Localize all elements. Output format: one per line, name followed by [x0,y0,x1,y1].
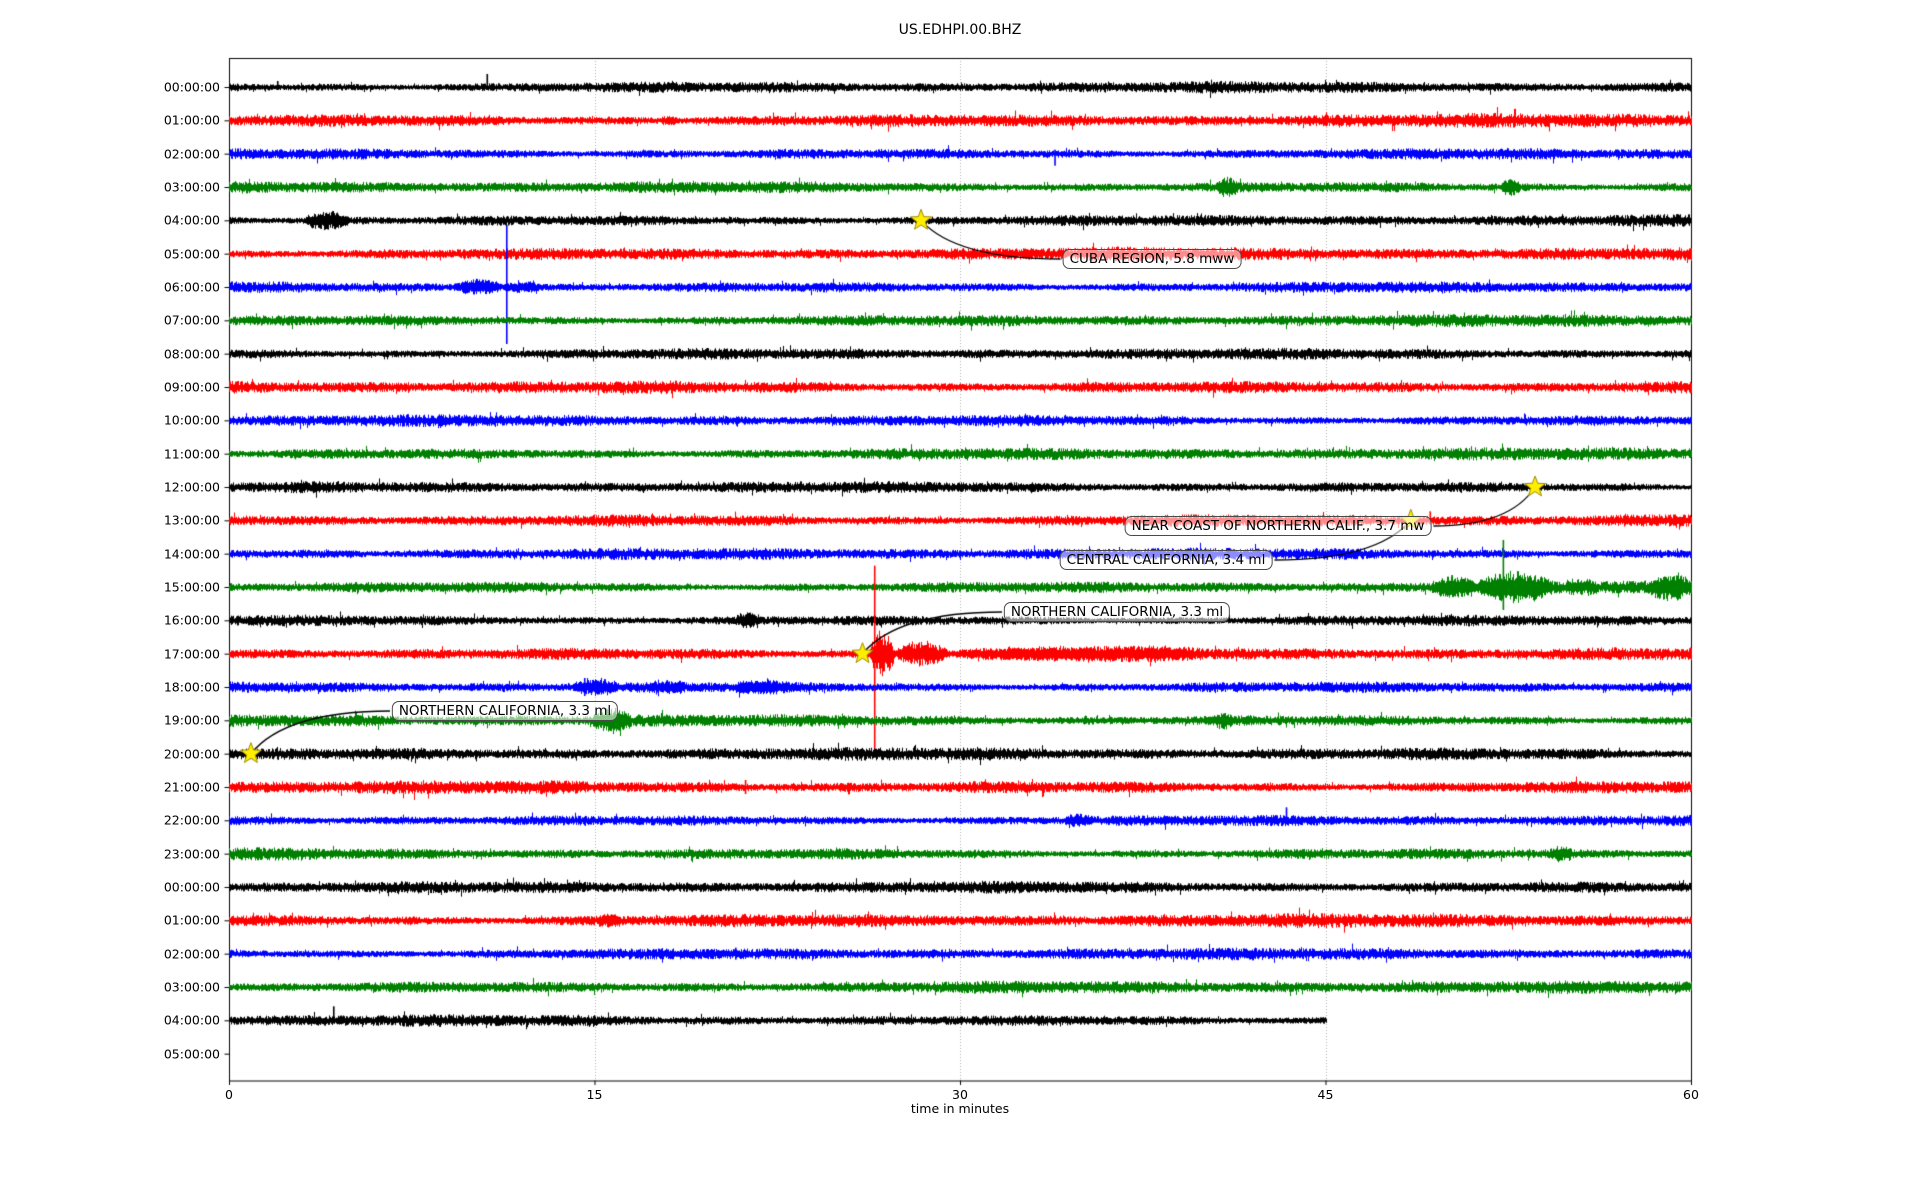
x-tick-label: 60 [1683,1086,1699,1102]
y-tick-label: 06:00:00 [163,279,220,295]
x-tick-label: 0 [225,1086,233,1102]
event-label-central-california: CENTRAL CALIFORNIA, 3.4 ml [1059,550,1273,570]
y-tick-label: 22:00:00 [163,812,220,828]
y-tick-label: 02:00:00 [163,146,220,162]
y-tick-label: 15:00:00 [163,579,220,595]
event-label-near-coast-northern-calif: NEAR COAST OF NORTHERN CALIF., 3.7 mw [1124,516,1432,536]
event-label-northern-california-1700: NORTHERN CALIFORNIA, 3.3 ml [1003,602,1231,622]
y-tick-label: 21:00:00 [163,779,220,795]
y-tick-label: 05:00:00 [163,1046,220,1062]
x-tick-label: 30 [952,1086,968,1102]
y-tick-label: 07:00:00 [163,312,220,328]
y-tick-label: 02:00:00 [163,946,220,962]
event-label-cuba-region: CUBA REGION, 5.8 mww [1062,249,1242,269]
y-tick-label: 04:00:00 [163,212,220,228]
x-tick-label: 15 [586,1086,603,1102]
y-tick-label: 00:00:00 [163,879,220,895]
y-tick-label: 16:00:00 [163,612,220,628]
y-tick-label: 03:00:00 [163,179,220,195]
y-tick-label: 10:00:00 [163,412,220,428]
y-tick-label: 20:00:00 [163,746,220,762]
y-tick-label: 04:00:00 [163,1012,220,1028]
y-tick-label: 11:00:00 [163,446,220,462]
y-tick-label: 00:00:00 [163,79,220,95]
y-tick-label: 14:00:00 [163,546,220,562]
y-tick-label: 23:00:00 [163,846,220,862]
y-tick-label: 19:00:00 [163,712,220,728]
event-label-northern-california-2000: NORTHERN CALIFORNIA, 3.3 ml [391,701,619,721]
y-tick-label: 03:00:00 [163,979,220,995]
y-tick-label: 08:00:00 [163,346,220,362]
y-tick-label: 12:00:00 [163,479,220,495]
y-tick-label: 17:00:00 [163,646,220,662]
y-tick-label: 13:00:00 [163,512,220,528]
y-tick-label: 05:00:00 [163,246,220,262]
chart-title: US.EDHPI.00.BHZ [898,22,1022,38]
x-tick-label: 45 [1317,1086,1334,1102]
x-axis-label: time in minutes [910,1101,1010,1116]
y-tick-label: 09:00:00 [163,379,220,395]
y-tick-label: 18:00:00 [163,679,220,695]
y-tick-label: 01:00:00 [163,112,220,128]
y-tick-label: 01:00:00 [163,912,220,928]
